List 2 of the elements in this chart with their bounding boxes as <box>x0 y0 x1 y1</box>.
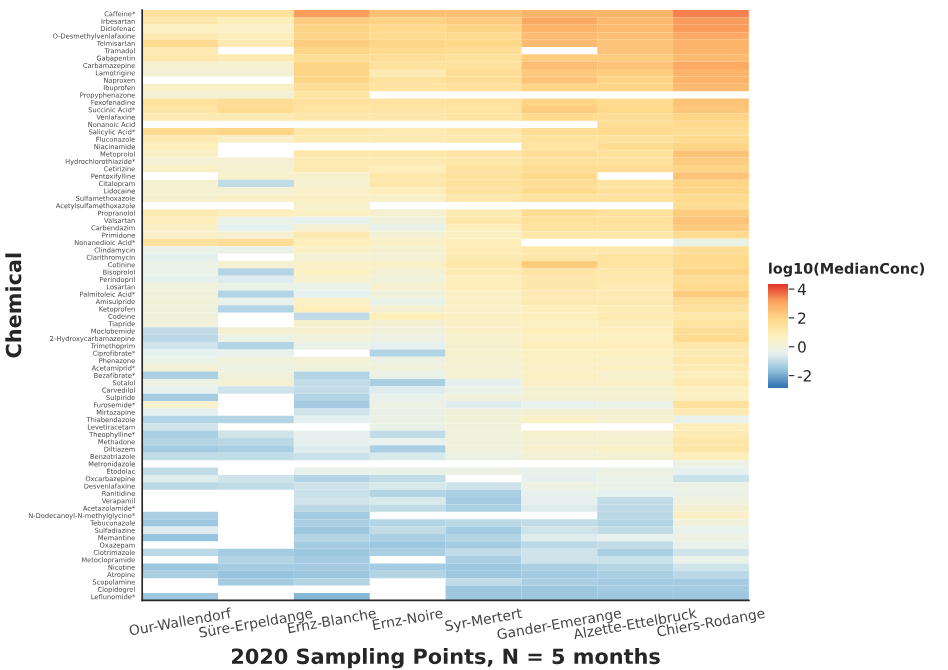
y-axis-title: Chemical <box>5 253 22 358</box>
x-axis-title: 2020 Sampling Points, N = 5 months <box>231 648 660 669</box>
